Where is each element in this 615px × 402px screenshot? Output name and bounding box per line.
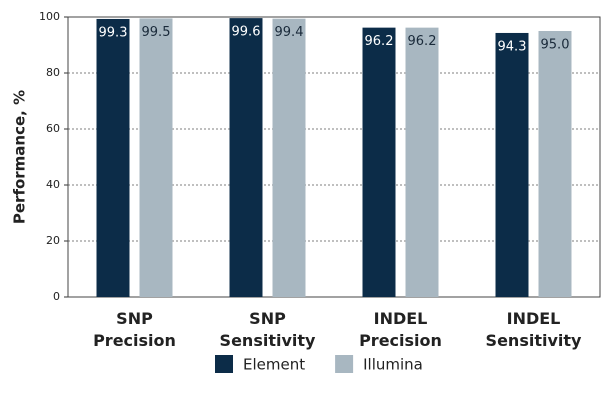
value-label: 99.3: [99, 25, 128, 40]
x-tick-label-line: SNP: [249, 309, 286, 328]
bar: [96, 18, 130, 298]
x-tick-label: INDEL Precision: [359, 309, 442, 350]
y-axis-label: Performance, %: [11, 90, 29, 224]
value-label: 96.2: [365, 34, 394, 49]
y-tick-label: 40: [46, 178, 60, 191]
bar: [229, 18, 263, 298]
x-tick-label-line: Sensitivity: [220, 331, 316, 350]
x-tick-label-line: INDEL: [374, 309, 428, 328]
value-label: 95.0: [541, 38, 570, 53]
y-tick-label: 60: [46, 122, 60, 135]
x-tick-label: SNP Precision: [93, 309, 176, 350]
value-label: 96.2: [408, 34, 437, 49]
value-label: 94.3: [498, 39, 527, 54]
value-label: 99.4: [275, 25, 304, 40]
x-tick-label-line: Precision: [93, 331, 176, 350]
x-tick-label: INDEL Sensitivity: [486, 309, 582, 350]
legend-swatch: [215, 355, 233, 373]
y-tick-label: 80: [46, 66, 60, 79]
bar: [405, 27, 439, 297]
legend-label: Element: [243, 356, 305, 374]
x-tick-label-line: Precision: [359, 331, 442, 350]
bar: [495, 32, 529, 298]
value-label: 99.5: [142, 25, 171, 40]
y-tick-label: 20: [46, 234, 60, 247]
x-tick-label: SNP Sensitivity: [220, 309, 316, 350]
x-tick-label-line: INDEL: [507, 309, 561, 328]
bar: [139, 18, 173, 298]
legend-swatch: [335, 355, 354, 373]
bar: [272, 18, 306, 298]
y-tick-label: 100: [39, 10, 60, 23]
x-tick-label-line: Sensitivity: [486, 331, 582, 350]
x-tick-label-line: SNP: [116, 309, 153, 328]
bar: [362, 27, 396, 297]
legend-label: Illumina: [363, 356, 423, 374]
value-label: 99.6: [232, 25, 261, 40]
y-tick-label: 0: [53, 290, 60, 303]
plot-frame: [67, 16, 601, 298]
bar: [538, 31, 572, 297]
